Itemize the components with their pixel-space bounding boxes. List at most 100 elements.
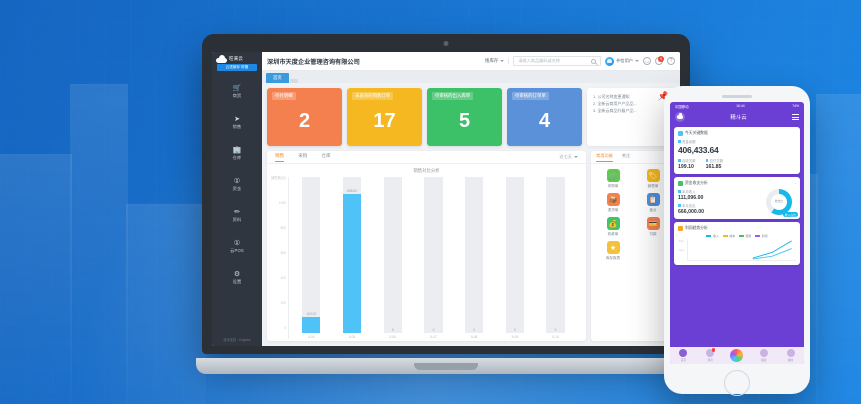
chart-bar-column[interactable]: 888.80 5-05	[339, 177, 365, 339]
y-tick-label: 0	[284, 325, 286, 330]
cashflow-donut-chart: 收支比	[766, 189, 792, 215]
notice-item[interactable]: 3. 全新云商品升级产品...	[593, 108, 637, 113]
search-icon[interactable]	[591, 58, 597, 64]
user-menu[interactable]: 仲信用户	[605, 56, 639, 66]
legend-label: 利润	[761, 234, 768, 238]
laptop-notch	[414, 363, 478, 370]
cart-icon: 🛒	[606, 169, 620, 182]
bullet-icon	[678, 204, 681, 207]
headset-icon[interactable]: ◡	[643, 57, 651, 65]
user-icon	[786, 349, 795, 357]
bullet-icon	[678, 190, 681, 193]
tab-favorites[interactable]: 关注	[621, 153, 631, 158]
kpi-label: 待审核的出入库单	[432, 92, 474, 100]
tab-label: 报表	[761, 359, 767, 362]
sidebar-item-label: 商贸	[232, 92, 242, 98]
bar-value-label: 0	[554, 328, 557, 332]
quick-action-item[interactable]: 🏷 销售单	[634, 169, 672, 189]
tab-sales[interactable]: 销售	[275, 153, 285, 162]
tab-warehouse[interactable]: 仓库	[321, 153, 331, 158]
y-tick-label: 800	[280, 225, 286, 230]
chart-icon	[678, 131, 683, 136]
bar-value-label: 888.80	[347, 189, 357, 194]
chart-bar-column[interactable]: 0 5-08	[461, 177, 487, 339]
tab-purchase[interactable]: 采购	[298, 153, 308, 158]
tab-home[interactable]: 首页	[266, 73, 289, 83]
bar-value-label: 0	[473, 328, 476, 332]
company-name: 深圳市天度企业管理咨询有限公司	[267, 58, 360, 66]
chart-y-axis: 销售额(元) 1000 800 600 400 200 0	[271, 176, 288, 339]
sidebar-item-warehouse[interactable]: 🏢 仓库	[212, 138, 262, 169]
legend-label: 成本	[729, 234, 735, 238]
phone-tab-messages[interactable]: 消息	[697, 348, 724, 362]
avatar	[605, 56, 615, 66]
notice-item[interactable]: 2. 全新云商用户产品品...	[593, 101, 637, 106]
quick-action-item[interactable]: 💳 付款	[634, 217, 672, 237]
kpi-card-unshipped-orders[interactable]: 未发货的销售订单 17	[347, 88, 422, 146]
tab-common-functions[interactable]: 常用功能	[596, 153, 613, 162]
kpi-card-pending-stock[interactable]: 待审核的出入库单 5	[427, 88, 502, 146]
sidebar-item-settings[interactable]: ⚙ 设置	[212, 262, 262, 293]
sidebar-item-trade[interactable]: 🛒 商贸	[212, 76, 262, 107]
kpi-card-payable[interactable]: 待付明细 2	[267, 88, 342, 146]
app-logo-text: 旺来云	[229, 56, 244, 61]
range-label: 近七天	[559, 154, 572, 159]
metric-value: 666,000.00	[678, 209, 704, 215]
tab-add[interactable]	[289, 79, 298, 83]
app-logo[interactable]: 旺来云 云进销存·财管	[212, 52, 262, 76]
phone-tab-reports[interactable]: 报表	[750, 349, 777, 362]
chart-bar-column[interactable]: 0 5-06	[380, 177, 406, 339]
chevron-down-icon	[574, 156, 578, 158]
chart-bar-column[interactable]: 0 5-09	[502, 177, 528, 339]
quick-action-item[interactable]: 📋 盘点	[634, 193, 672, 213]
search-scope-label: 搜库存	[485, 58, 499, 63]
chart-plot: 销售额(元) 1000 800 600 400 200 0 100.00 5-04 888.8…	[267, 174, 586, 341]
phone-home-button[interactable]	[724, 370, 750, 396]
sidebar-footer: 技术支持 · Kingdee	[223, 338, 251, 342]
carrier-label: 中国移动	[675, 104, 689, 109]
bar-track: 0	[424, 177, 443, 333]
bell-icon[interactable]: ☆ 9	[655, 56, 664, 65]
sidebar-item-label: 销售	[232, 123, 242, 129]
chart-bar-column[interactable]: 0 5-07	[420, 177, 446, 339]
phone-tab-profile[interactable]: 我的	[777, 349, 804, 362]
notice-panel[interactable]: 📌 1. 公司名称变更通知 2. 全新云商用户产品品... 3. 全新云商品升级…	[587, 88, 675, 146]
bar-value-label: 0	[391, 328, 394, 332]
quick-action-item[interactable]: 🛒 采购单	[594, 169, 632, 189]
range-select[interactable]: 近七天	[559, 154, 578, 160]
phone-card-key-data[interactable]: 今天关键数据 资金余额 406,433.64 应收欠款 199.10 应付欠款 …	[674, 127, 800, 174]
phone-card-profit-trend[interactable]: 利润趋势分析 收入 成本 费用 利润 60万 30万	[674, 222, 800, 265]
phone-card-cashflow[interactable]: 资金收支分析 › 本月收入 111,096.00 本月支出 666,000.00	[674, 177, 800, 219]
phone-title: 精斗云	[730, 115, 747, 121]
y-tick-label: 1000	[278, 200, 286, 205]
hamburger-icon[interactable]	[792, 114, 799, 120]
pos-icon: ①	[233, 239, 241, 247]
search-input[interactable]: 请输入商品编码或名称	[513, 56, 602, 66]
legend-item: 收入	[706, 234, 719, 238]
notice-item[interactable]: 1. 公司名称变更通知	[593, 94, 630, 99]
quick-actions-grid: 🛒 采购单 🏷 销售单 📦 退货单 📋 盘点 💰 收款单 💳 付款 ★ 库存报表	[591, 164, 675, 341]
quick-action-item[interactable]: 💰 收款单	[594, 217, 632, 237]
y-tick-label: 400	[280, 275, 286, 280]
wallet-icon: 💳	[646, 217, 660, 230]
sidebar-item-pos[interactable]: ① 云POS	[212, 231, 262, 262]
warehouse-icon: 🏢	[232, 146, 242, 154]
chevron-right-icon[interactable]: ›	[794, 181, 797, 186]
phone-tab-add[interactable]	[724, 348, 751, 363]
help-icon[interactable]: ?	[667, 57, 675, 65]
bar-track: 0	[383, 177, 402, 333]
bar-value-label: 0	[432, 328, 435, 332]
kpi-card-pending-orders[interactable]: 待审核的订单单 4	[507, 88, 582, 146]
phone-tab-home[interactable]: 首页	[670, 349, 697, 362]
app-main: 深圳市天度企业管理咨询有限公司 搜库存 请输入商品编码或名称 仲信用户	[262, 52, 680, 346]
quick-action-item[interactable]: ★ 库存报表	[594, 241, 632, 261]
quick-action-item[interactable]: 📦 退货单	[594, 193, 632, 213]
metric-value: 111,096.00	[678, 195, 704, 201]
sidebar-item-sales[interactable]: ➤ 销售	[212, 107, 262, 138]
sidebar-item-data[interactable]: ✏ 资料	[212, 200, 262, 231]
sidebar-item-funds[interactable]: ① 资金	[212, 169, 262, 200]
badge-dot	[711, 348, 716, 352]
search-scope-select[interactable]: 搜库存	[485, 58, 510, 64]
chart-bar-column[interactable]: 0 5-10	[543, 177, 569, 339]
chart-bar-column[interactable]: 100.00 5-04	[298, 177, 324, 339]
